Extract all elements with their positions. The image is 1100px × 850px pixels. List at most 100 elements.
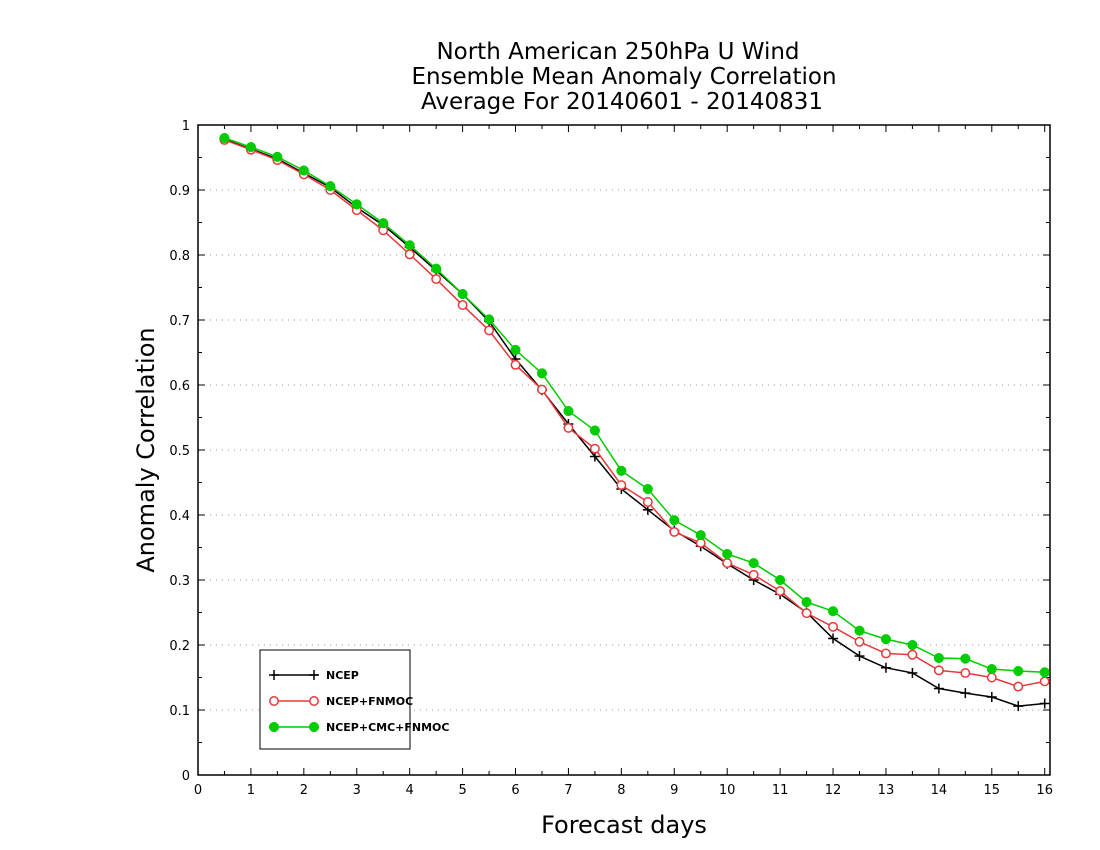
x-tick-label: 8 xyxy=(617,783,625,798)
data-point xyxy=(854,651,865,662)
data-point xyxy=(854,625,865,636)
data-point xyxy=(722,548,733,560)
chart-title: North American 250hPa U Wind Ensemble Me… xyxy=(411,39,836,115)
data-point xyxy=(986,672,997,683)
title-line-3: Average For 20140601 - 20140831 xyxy=(421,89,823,115)
data-point xyxy=(510,359,521,370)
data-point xyxy=(722,558,733,569)
data-point xyxy=(484,314,495,325)
data-point xyxy=(960,688,971,699)
grid xyxy=(198,189,1050,711)
data-point xyxy=(986,664,997,675)
data-point xyxy=(642,497,653,507)
data-point xyxy=(642,483,653,495)
x-tick-label: 11 xyxy=(772,783,789,798)
legend-marker-start xyxy=(268,721,280,733)
series-line xyxy=(224,137,1045,674)
data-point xyxy=(1013,701,1024,712)
x-tick-label: 4 xyxy=(406,783,414,798)
x-axis: 0 1 2 3 4 5 6 7 8 9 10 11 12 13 14 15 16 xyxy=(194,125,1053,798)
data-point xyxy=(960,653,971,664)
data-point xyxy=(325,181,336,192)
data-point xyxy=(775,586,786,596)
y-tick-label: 0.4 xyxy=(169,509,190,524)
data-point xyxy=(828,621,838,632)
data-point xyxy=(801,597,812,608)
data-point xyxy=(457,288,468,300)
y-tick-label: 0 xyxy=(182,769,190,784)
data-point xyxy=(933,652,944,664)
data-point xyxy=(404,240,415,251)
data-point xyxy=(1039,667,1050,678)
data-point xyxy=(880,662,891,673)
data-point xyxy=(669,515,680,526)
data-point xyxy=(1013,681,1024,692)
series-0 xyxy=(219,134,1050,712)
y-tick-label: 0.6 xyxy=(169,379,190,394)
legend-box xyxy=(259,649,411,750)
data-point xyxy=(484,325,495,336)
data-point xyxy=(219,132,230,144)
data-point xyxy=(431,274,442,284)
data-point xyxy=(616,480,627,491)
data-point xyxy=(775,574,786,586)
x-tick-label: 3 xyxy=(353,783,361,798)
series-line xyxy=(224,138,1045,707)
data-point xyxy=(457,300,468,310)
x-tick-label: 2 xyxy=(300,783,308,798)
data-point xyxy=(854,636,865,647)
data-point xyxy=(404,249,415,260)
x-tick-label: 13 xyxy=(878,783,895,798)
data-point xyxy=(695,530,706,541)
data-point xyxy=(986,692,997,702)
data-point xyxy=(589,443,600,454)
data-point xyxy=(536,368,548,379)
x-tick-label: 14 xyxy=(931,783,948,798)
data-point xyxy=(933,683,944,694)
data-point xyxy=(828,633,839,644)
y-axis-label: Anomaly Correlation xyxy=(132,327,160,572)
data-point xyxy=(378,218,389,229)
data-point xyxy=(933,665,944,676)
series-line xyxy=(224,139,1045,688)
y-tick-label: 0.2 xyxy=(169,639,190,654)
y-tick-label: 0.8 xyxy=(169,249,190,264)
x-axis-label: Forecast days xyxy=(541,811,707,839)
series-1 xyxy=(219,135,1050,692)
data-point xyxy=(907,639,918,651)
data-point xyxy=(748,569,759,580)
legend-label: NCEP+CMC+FNMOC xyxy=(326,721,449,734)
data-point xyxy=(510,344,521,355)
series-layer xyxy=(219,132,1050,712)
y-tick-label: 0.5 xyxy=(169,444,190,459)
x-tick-label: 16 xyxy=(1036,783,1053,798)
data-point xyxy=(272,151,283,162)
x-tick-label: 6 xyxy=(511,783,519,798)
x-tick-label: 9 xyxy=(670,783,678,798)
data-point xyxy=(801,608,812,619)
x-tick-label: 15 xyxy=(984,783,1001,798)
data-point xyxy=(881,648,891,659)
data-point xyxy=(1013,665,1024,677)
y-tick-label: 1 xyxy=(182,119,190,134)
legend-marker-end xyxy=(309,670,319,680)
legend-item-2: NCEP+CMC+FNMOC xyxy=(268,721,449,734)
legend-marker-end xyxy=(309,696,319,706)
data-point xyxy=(563,405,574,417)
data-point xyxy=(748,558,759,569)
x-tick-label: 1 xyxy=(247,783,255,798)
data-point xyxy=(960,668,971,678)
x-tick-label: 10 xyxy=(719,783,736,798)
x-tick-label: 12 xyxy=(825,783,842,798)
data-point xyxy=(1039,676,1050,687)
legend-label: NCEP+FNMOC xyxy=(326,695,413,708)
title-line-1: North American 250hPa U Wind xyxy=(436,39,799,65)
data-point xyxy=(907,667,918,678)
y-tick-label: 0.7 xyxy=(169,314,190,329)
data-point xyxy=(431,263,442,274)
x-tick-label: 7 xyxy=(564,783,572,798)
data-point xyxy=(298,165,309,176)
legend-marker-end xyxy=(308,721,320,733)
data-point xyxy=(245,142,256,153)
x-tick-label: 0 xyxy=(194,783,202,798)
